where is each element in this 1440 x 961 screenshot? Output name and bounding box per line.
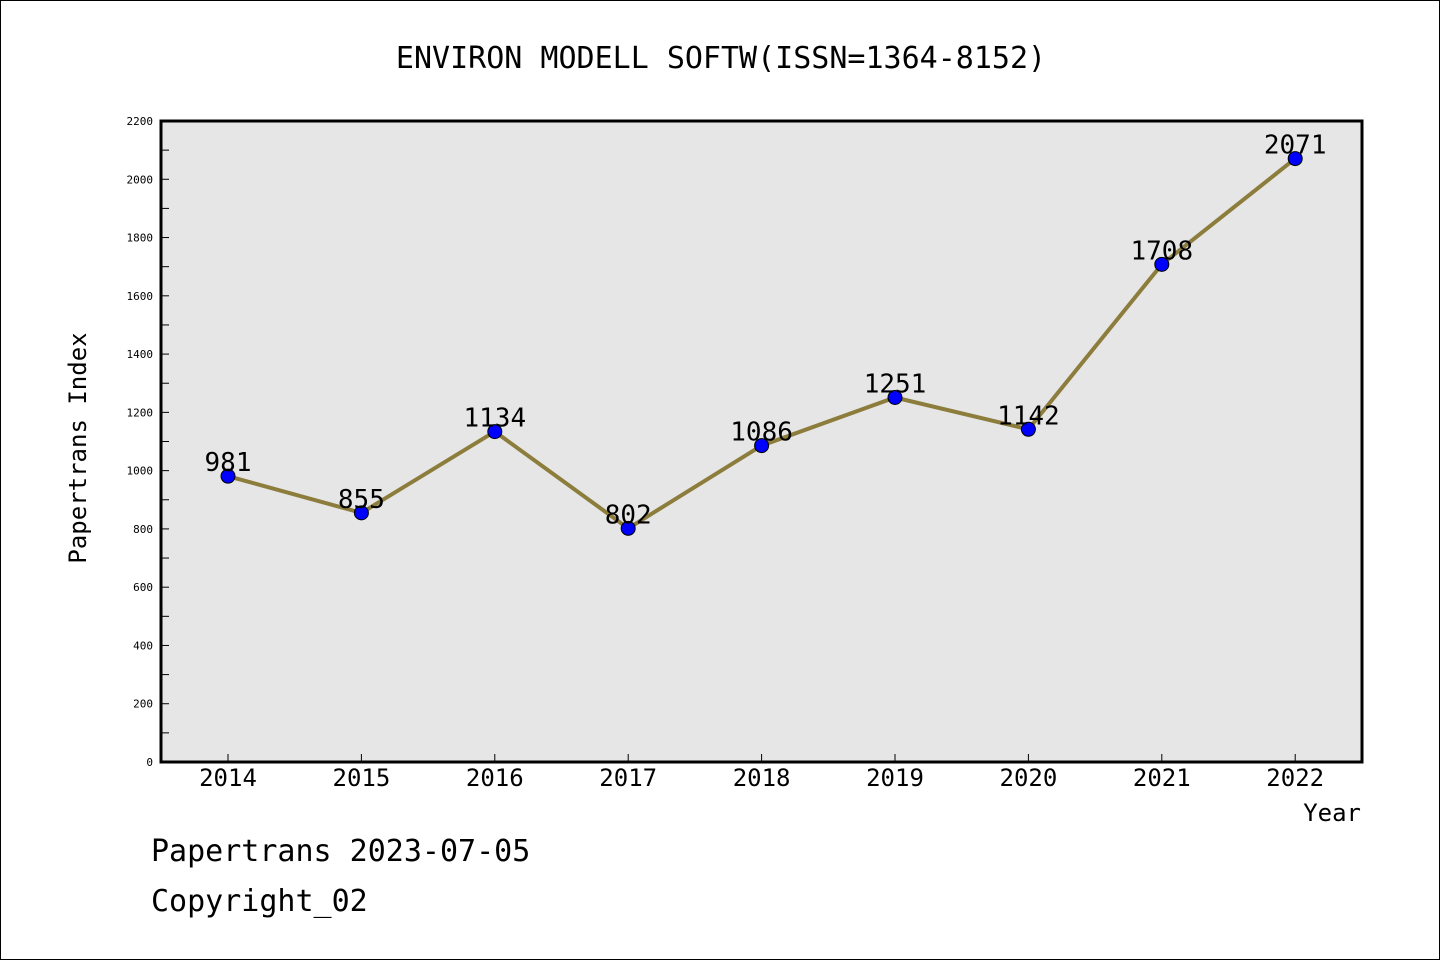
data-point [1154,256,1170,272]
y-tick-label: 800 [133,523,153,536]
y-tick-label: 0 [146,756,153,769]
x-tick-label: 2020 [1000,764,1058,792]
y-axis-label: Papertrans Index [64,332,92,563]
plot-border [159,119,1364,764]
data-point [620,520,636,536]
x-tick-label: 2017 [599,764,657,792]
y-tick-label: 1000 [127,465,154,478]
data-point [220,468,236,484]
footer-date: Papertrans 2023-07-05 [151,834,531,869]
data-point [487,424,503,440]
data-point [754,438,770,454]
footer-copyright: Copyright_02 [151,884,368,919]
y-tick-label: 400 [133,639,153,652]
y-tick-label: 2000 [127,173,154,186]
data-label: 1134 [463,404,526,434]
data-labels: 981 855 1134 802 1086 1251 1142 1708 2071 [205,131,1327,531]
data-label: 2071 [1264,131,1327,161]
x-tick-label: 2016 [466,764,524,792]
x-tick-label: 2015 [333,764,391,792]
x-tick-label: 2021 [1133,764,1191,792]
data-label: 855 [338,485,385,515]
data-point [1287,151,1303,167]
data-label: 1086 [730,418,793,448]
y-tick-label: 1200 [127,406,154,419]
x-tick-label: 2019 [866,764,924,792]
x-tick-label: 2018 [733,764,791,792]
data-label: 802 [605,500,652,530]
y-tick-label: 1800 [127,232,154,245]
data-point [1020,421,1036,437]
y-tick-label: 2200 [127,115,154,128]
x-axis: 2014 2015 2016 2017 2018 2019 2020 2021 2022 [199,754,1324,792]
data-point [353,505,369,521]
x-tick-label: 2022 [1266,764,1324,792]
data-label: 981 [205,448,252,478]
data-point [887,390,903,406]
y-tick-label: 1400 [127,348,154,361]
data-label: 1142 [997,401,1060,431]
y-tick-label: 1600 [127,290,154,303]
y-axis: 0 200 400 600 800 1000 1200 1400 1600 1800 2000 220… [127,115,169,769]
chart-title: ENVIRON MODELL SOFTW(ISSN=1364-8152) [396,41,1046,76]
y-tick-label: 200 [133,698,153,711]
x-tick-label: 2014 [199,764,257,792]
series-layer [220,151,1303,536]
data-label: 1708 [1130,236,1193,266]
data-label: 1251 [864,370,927,400]
x-axis-label: Year [1303,799,1361,827]
y-tick-label: 600 [133,581,153,594]
